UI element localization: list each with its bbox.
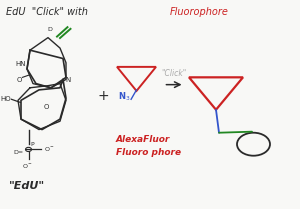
- Text: AlexaFluor: AlexaFluor: [116, 135, 170, 144]
- Text: P: P: [31, 142, 34, 147]
- Text: D: D: [47, 27, 52, 32]
- Text: Fluorophore: Fluorophore: [169, 7, 228, 17]
- Text: N$_3$: N$_3$: [118, 91, 131, 103]
- Text: Fluoro phore: Fluoro phore: [116, 148, 181, 157]
- Text: N: N: [65, 78, 70, 83]
- Text: EdU  "Click" with: EdU "Click" with: [6, 7, 91, 17]
- Text: O$^-$: O$^-$: [22, 162, 33, 170]
- Text: HN: HN: [16, 61, 26, 67]
- Text: "Click": "Click": [161, 69, 187, 78]
- Text: "EdU": "EdU": [9, 181, 45, 191]
- Text: O$^-$: O$^-$: [44, 145, 56, 153]
- Text: D=: D=: [14, 150, 24, 155]
- Text: O: O: [17, 78, 22, 83]
- Text: HO: HO: [0, 96, 11, 102]
- Text: +: +: [98, 89, 109, 103]
- Text: O: O: [44, 104, 49, 110]
